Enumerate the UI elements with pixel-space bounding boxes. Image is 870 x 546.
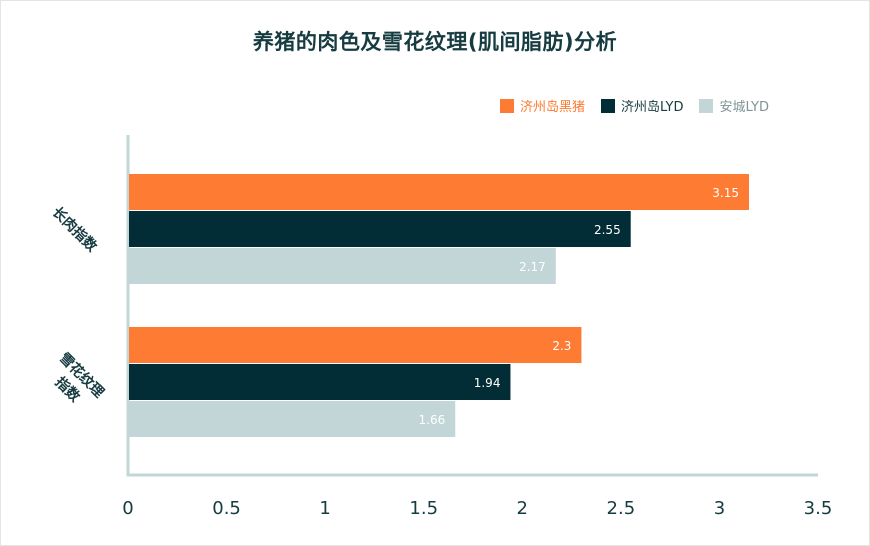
x-tick-label-6: 3 [714,498,725,519]
legend-label-2: 安城LYD [719,100,769,115]
bar-0-0 [129,174,749,210]
legend-item-2: 安城LYD [699,96,769,115]
data-label-0-1: 2.55 [594,223,621,237]
category-label-0-line-0: 长肉指数 [49,204,101,256]
bar-1-2 [129,401,456,437]
x-tick-label-5: 2.5 [607,498,636,519]
x-tick-label-4: 2 [517,498,528,519]
bar-0-1 [129,211,631,247]
data-label-0-2: 2.17 [519,260,546,274]
chart-title: 养猪的肉色及雪花纹理(肌间脂肪)分析 [252,30,618,54]
bar-1-1 [129,364,511,400]
legend-label-0: 济州岛黑猪 [520,100,586,115]
legend-label-1: 济州岛LYD [621,100,684,115]
data-label-0-0: 3.15 [712,186,739,200]
legend-swatch-0 [500,98,514,113]
legend: 济州岛黑猪 济州岛LYD 安城LYD [500,96,769,115]
x-tick-label-7: 3.5 [804,498,833,519]
data-label-1-2: 1.66 [419,413,446,427]
legend-item-0: 济州岛黑猪 [500,96,585,115]
legend-swatch-2 [699,98,714,113]
x-tick-label-1: 0.5 [212,498,241,519]
x-tick-label-0: 0 [122,498,133,519]
bar-0-2 [129,248,556,284]
category-label-0: 长肉指数 [49,204,101,256]
data-label-1-1: 1.94 [474,376,501,390]
bar-1-0 [129,327,582,363]
data-label-1-0: 2.3 [552,339,571,353]
legend-swatch-1 [601,98,616,113]
x-tick-label-2: 1 [319,498,330,519]
x-tick-label-3: 1.5 [409,498,438,519]
legend-item-1: 济州岛LYD [601,96,683,115]
